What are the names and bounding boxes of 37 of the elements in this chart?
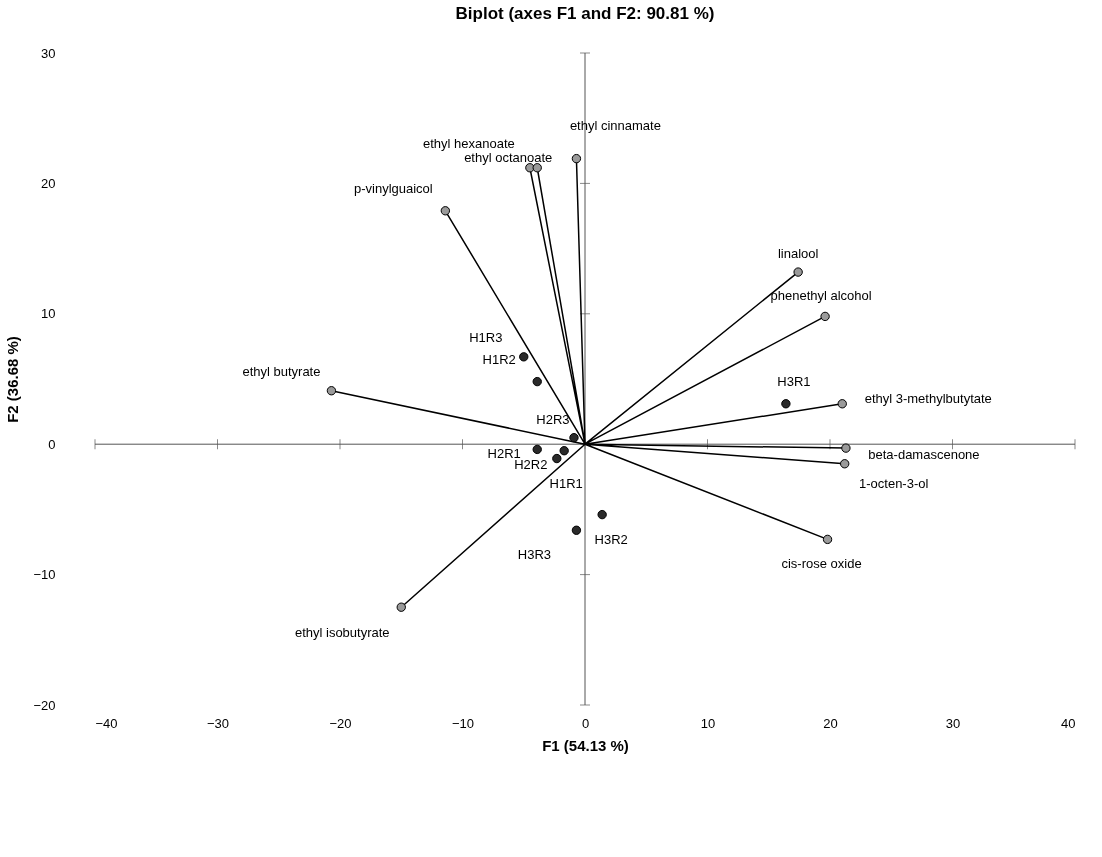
- annotation: ethyl cinnamate: [569, 117, 661, 133]
- annotation: H3R1: [777, 373, 811, 389]
- annotation: H1R1: [549, 475, 583, 491]
- annotation: ethyl butyrate: [242, 363, 321, 379]
- annotation: H1R3: [469, 329, 503, 345]
- y-tick-label: −10: [33, 567, 56, 583]
- x-tick-label: 30: [945, 715, 961, 731]
- x-tick-label: 20: [823, 715, 838, 731]
- annotation: H3R2: [594, 531, 628, 547]
- y-tick-label: 10: [41, 306, 56, 322]
- y-axis-title: F2 (36.68 %): [4, 336, 22, 423]
- y-tick-label: −20: [33, 697, 56, 713]
- annotation: ethyl hexanoate: [422, 135, 515, 151]
- chart-title: Biplot (axes F1 and F2: 90.81 %): [455, 4, 715, 23]
- annotation: phenethyl alcohol: [770, 288, 872, 304]
- annotation: p-vinylguaicol: [353, 180, 433, 196]
- annotation: H1R2: [482, 351, 516, 367]
- annotation: ethyl 3-methylbutytate: [864, 390, 992, 406]
- y-tick-label: 30: [41, 45, 56, 61]
- x-tick-label: 0: [581, 715, 590, 731]
- x-tick-label: −10: [451, 715, 475, 731]
- annotation: H2R3: [536, 411, 570, 427]
- y-tick-label: 20: [41, 175, 56, 191]
- x-tick-label: 40: [1061, 715, 1076, 731]
- x-tick-label: −20: [329, 715, 352, 731]
- x-tick-label: −40: [95, 715, 118, 731]
- x-axis-title: F1 (54.13 %): [542, 736, 629, 754]
- annotation: linalool: [777, 246, 819, 262]
- x-tick-label: −30: [206, 715, 230, 731]
- annotation: beta-damascenone: [868, 447, 980, 463]
- x-tick-label: 10: [700, 715, 716, 731]
- annotation: cis-rose oxide: [781, 556, 862, 572]
- annotation: ethyl isobutyrate: [294, 625, 390, 641]
- annotation: 1-octen-3-ol: [859, 475, 929, 491]
- annotation: ethyl octanoate: [464, 149, 553, 165]
- annotation: H3R3: [517, 547, 552, 563]
- y-tick-label: 0: [48, 436, 56, 452]
